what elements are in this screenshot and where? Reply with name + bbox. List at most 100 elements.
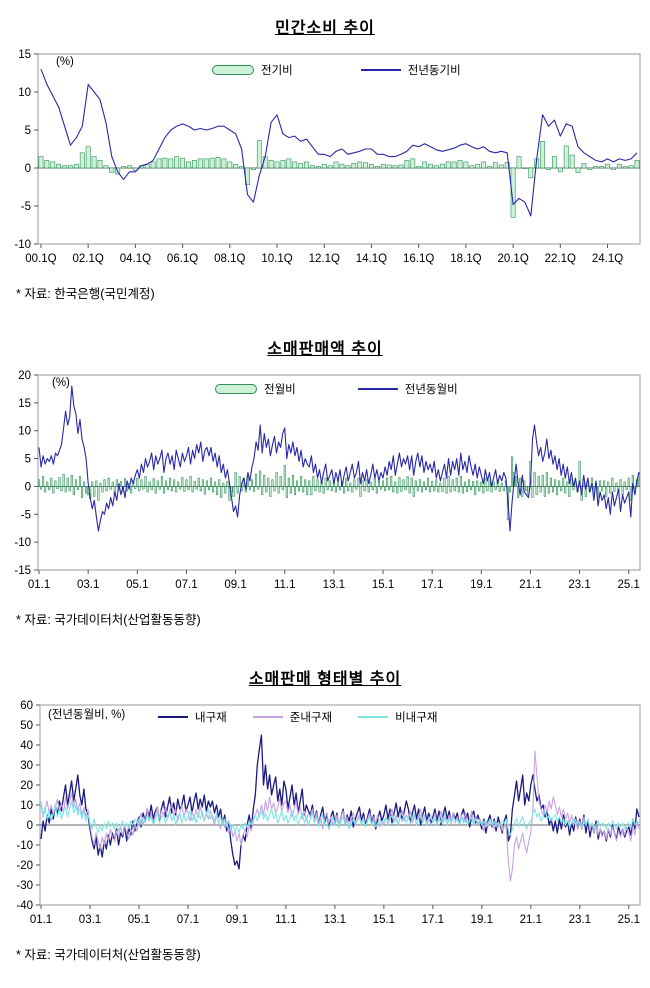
y-tick-label: 15 [18,49,31,61]
bar-0 [181,477,184,487]
bar-0 [62,165,67,169]
bar-0 [50,161,56,169]
bar-0 [315,166,321,169]
bar-0 [175,486,178,493]
bar-0 [628,165,634,169]
bar-0 [201,479,204,487]
bar-0 [545,472,548,487]
bar-0 [280,160,286,169]
bar-0 [251,167,256,170]
line-series-marker [358,716,389,718]
bar-0 [214,481,217,487]
bar-0 [160,476,163,487]
y-tick-label: 5 [25,454,31,466]
bar-0 [388,486,391,491]
y-tick-label: -20 [16,860,33,872]
chart-3-title: 소매판매 형태별 추이 [248,671,402,688]
bar-0 [357,161,363,169]
x-tick-label: 06.1Q [167,253,198,265]
bar-0 [60,486,63,492]
bar-0 [56,163,62,169]
bar-0 [379,486,383,490]
bar-0 [279,476,282,487]
bar-0 [428,163,433,169]
x-tick-label: 13.1 [323,579,345,591]
bar-0 [519,477,522,487]
line-series-marker [360,69,401,71]
bar-0 [127,165,132,169]
bar-0 [328,480,331,487]
y-tick-label: -5 [21,509,31,521]
x-tick-label: 24.1Q [592,253,623,265]
bar-0 [599,480,602,487]
bar-0 [189,476,192,487]
bar-0 [439,163,445,169]
bar-0 [255,473,258,487]
x-tick-label: 15.1 [373,914,395,926]
bar-0 [130,486,133,494]
bar-0 [156,480,159,487]
bar-0 [563,145,569,169]
bar-0 [457,160,463,169]
y-tick-label: 60 [20,700,33,712]
bar-0 [487,166,492,169]
bar-0 [221,158,227,169]
bar-0 [363,486,366,492]
bar-0 [406,476,409,487]
x-tick-label: 22.1Q [545,253,576,265]
bar-0 [607,481,610,487]
bar-0 [144,476,147,487]
bar-0 [392,165,398,169]
line-series-marker [357,388,398,390]
legend-label-semidurables: 준내구재 [289,712,333,724]
bar-0 [476,480,479,487]
bar-0 [564,486,567,494]
bar-0 [103,165,109,169]
bar-0 [581,163,587,169]
x-tick-label: 00.1Q [25,253,56,265]
bar-0 [48,486,51,491]
bar-0 [209,477,213,487]
x-tick-label: 20.1Q [497,253,528,265]
bar-0 [531,486,534,498]
bar-0 [587,167,593,170]
bar-series-marker [215,384,257,394]
x-tick-label: 04.1Q [120,253,151,265]
bar-0 [593,166,599,169]
bar-0 [467,479,471,487]
bar-0 [575,167,581,173]
bar-0 [263,474,266,487]
bar-0 [134,486,137,489]
chart-2-source: * 자료: 국가데이터처(산업활동동향) [16,613,201,627]
bar-0 [400,486,403,492]
bar-0 [91,156,97,169]
bar-0 [569,154,575,169]
x-tick-label: 08.1Q [214,253,245,265]
bar-0 [111,481,114,487]
bar-0 [146,486,149,493]
chart-1-unit-label: (%) [56,56,74,68]
bar-0 [457,486,460,493]
bar-0 [318,486,321,493]
bar-0 [546,167,551,170]
bar-0 [115,479,118,487]
bar-0 [445,486,448,494]
bar-0 [404,160,410,169]
bar-0 [556,486,559,496]
bar-0 [166,486,170,491]
bar-0 [321,163,327,169]
bar-0 [384,486,387,492]
bar-0 [463,481,466,487]
bar-0 [363,162,368,169]
bar-0 [508,486,512,493]
y-tick-label: -10 [14,239,31,251]
x-tick-label: 09.1 [224,579,246,591]
bar-0 [236,486,239,494]
bar-0 [369,481,372,487]
y-tick-label: -10 [14,537,31,549]
bar-0 [93,486,96,497]
bar-0 [209,157,215,169]
bar-0 [300,476,303,487]
bar-0 [465,486,469,492]
bar-0 [515,476,518,487]
